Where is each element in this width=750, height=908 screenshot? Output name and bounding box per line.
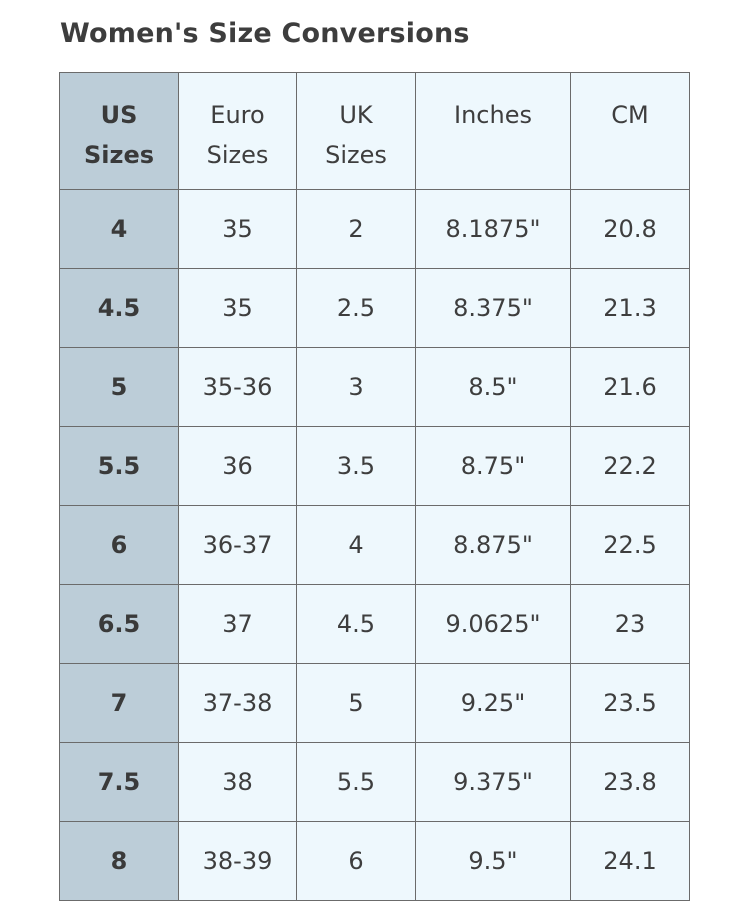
header-us-line-2: Sizes	[83, 141, 155, 169]
cell-us-size: 6	[59, 505, 179, 585]
cell-inches: 8.5"	[415, 347, 571, 427]
header-cm-line-1: CM	[611, 101, 649, 129]
cell-uk-size: 3.5	[296, 426, 416, 506]
cell-euro-size: 35	[178, 268, 297, 348]
cell-inches: 9.0625"	[415, 584, 571, 664]
table-row: 6 36-37 4 8.875" 22.5	[59, 505, 690, 585]
cell-cm: 20.8	[570, 189, 690, 269]
cell-uk-size: 3	[296, 347, 416, 427]
cell-inches: 8.1875"	[415, 189, 571, 269]
header-uk-line-2: Sizes	[325, 141, 387, 169]
header-euro-line-1: Euro	[210, 101, 265, 129]
cell-us-size: 8	[59, 821, 179, 901]
cell-euro-size: 36	[178, 426, 297, 506]
cell-uk-size: 2	[296, 189, 416, 269]
cell-uk-size: 5.5	[296, 742, 416, 822]
header-euro-sizes: Euro Sizes	[178, 72, 297, 190]
cell-euro-size: 38-39	[178, 821, 297, 901]
cell-cm: 22.2	[570, 426, 690, 506]
cell-uk-size: 4.5	[296, 584, 416, 664]
cell-uk-size: 4	[296, 505, 416, 585]
cell-inches: 9.5"	[415, 821, 571, 901]
cell-cm: 23.8	[570, 742, 690, 822]
header-uk-sizes: UK Sizes	[296, 72, 416, 190]
cell-us-size: 5.5	[59, 426, 179, 506]
cell-euro-size: 37-38	[178, 663, 297, 743]
table-row: 7 37-38 5 9.25" 23.5	[59, 663, 690, 743]
size-conversion-table: US Sizes Euro Sizes UK Sizes Inches CM 4…	[59, 72, 690, 901]
cell-uk-size: 5	[296, 663, 416, 743]
header-euro-line-2: Sizes	[206, 141, 269, 169]
header-inches: Inches	[415, 72, 571, 190]
cell-uk-size: 6	[296, 821, 416, 901]
cell-us-size: 7	[59, 663, 179, 743]
cell-inches: 8.75"	[415, 426, 571, 506]
cell-us-size: 4.5	[59, 268, 179, 348]
cell-cm: 22.5	[570, 505, 690, 585]
page-title: Women's Size Conversions	[60, 18, 470, 49]
table-row: 7.5 38 5.5 9.375" 23.8	[59, 742, 690, 822]
cell-us-size: 5	[59, 347, 179, 427]
cell-cm: 21.3	[570, 268, 690, 348]
table-row: 5 35-36 3 8.5" 21.6	[59, 347, 690, 427]
cell-euro-size: 35-36	[178, 347, 297, 427]
header-us-sizes: US Sizes	[59, 72, 179, 190]
cell-inches: 8.875"	[415, 505, 571, 585]
cell-euro-size: 38	[178, 742, 297, 822]
table-header-row: US Sizes Euro Sizes UK Sizes Inches CM	[59, 72, 690, 190]
table-row: 6.5 37 4.5 9.0625" 23	[59, 584, 690, 664]
cell-inches: 9.375"	[415, 742, 571, 822]
cell-us-size: 6.5	[59, 584, 179, 664]
cell-uk-size: 2.5	[296, 268, 416, 348]
cell-cm: 21.6	[570, 347, 690, 427]
cell-cm: 23	[570, 584, 690, 664]
table-row: 4.5 35 2.5 8.375" 21.3	[59, 268, 690, 348]
cell-inches: 9.25"	[415, 663, 571, 743]
cell-cm: 24.1	[570, 821, 690, 901]
cell-us-size: 7.5	[59, 742, 179, 822]
cell-us-size: 4	[59, 189, 179, 269]
cell-cm: 23.5	[570, 663, 690, 743]
cell-euro-size: 35	[178, 189, 297, 269]
header-cm: CM	[570, 72, 690, 190]
cell-euro-size: 36-37	[178, 505, 297, 585]
header-inches-line-1: Inches	[454, 101, 532, 129]
table-row: 4 35 2 8.1875" 20.8	[59, 189, 690, 269]
cell-inches: 8.375"	[415, 268, 571, 348]
cell-euro-size: 37	[178, 584, 297, 664]
header-us-line-1: US	[100, 101, 138, 129]
header-uk-line-1: UK	[339, 101, 373, 129]
table-row: 8 38-39 6 9.5" 24.1	[59, 821, 690, 901]
table-row: 5.5 36 3.5 8.75" 22.2	[59, 426, 690, 506]
